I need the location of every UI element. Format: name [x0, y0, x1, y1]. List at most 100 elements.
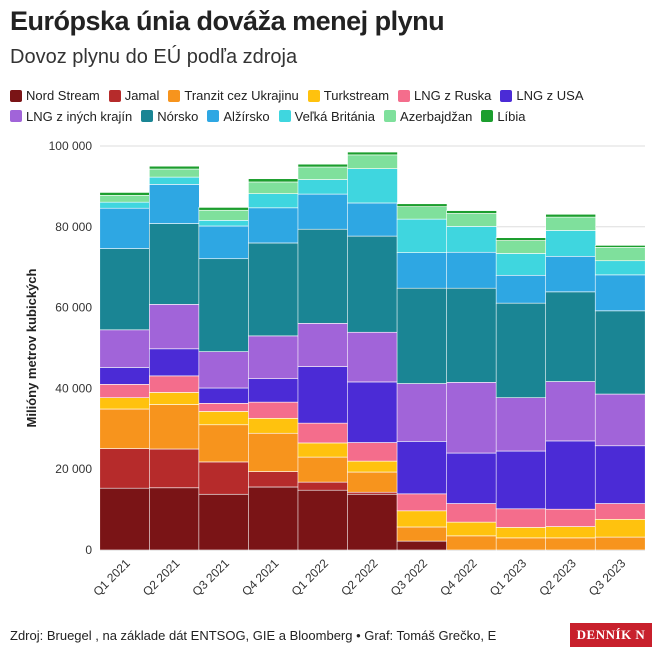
bar-segment [495, 302, 547, 398]
bar-segment [396, 383, 448, 442]
bar-segment [446, 503, 497, 523]
bar-segment [495, 527, 547, 539]
bar-segment [396, 526, 448, 542]
bar-segment [248, 178, 299, 183]
bar-segment [99, 408, 151, 449]
bar-segment [347, 381, 398, 443]
bar-segment [297, 489, 349, 551]
bar-segment [396, 203, 448, 207]
bar-segment [297, 456, 349, 483]
bar-segment [495, 537, 547, 551]
bar-segment [99, 384, 151, 398]
bar-segment [198, 411, 250, 426]
bar-segment [198, 258, 250, 352]
bar-segment [297, 422, 349, 444]
bar-segment [594, 393, 646, 447]
bar-segment [149, 348, 200, 377]
bar-segment [149, 448, 200, 489]
bar-segment [347, 460, 398, 473]
bar-segment [347, 331, 398, 383]
legend-item: Turkstream [307, 86, 390, 105]
bar-segment [297, 442, 349, 458]
bar-segment [297, 481, 349, 491]
bar-segment [99, 329, 151, 368]
bar-segment [396, 252, 448, 289]
x-tick-label: Q3 2023 [586, 556, 629, 599]
y-tick-label: 60 000 [55, 301, 92, 315]
bar-segment [297, 366, 349, 424]
bar-segment [248, 242, 299, 337]
legend-swatch [398, 89, 411, 102]
legend-label: Tranzit cez Ukrajinu [184, 88, 299, 103]
bar-segment [446, 251, 497, 289]
bar-segment [99, 367, 151, 385]
bar-segment [248, 181, 299, 194]
legend-swatch [500, 89, 513, 102]
x-tick-label: Q4 2022 [437, 556, 480, 599]
bar-segment [149, 404, 200, 450]
bar-segment [99, 487, 151, 551]
bar-segment [248, 401, 299, 419]
bar-segment [347, 168, 398, 204]
legend-label: Veľká Británia [294, 108, 376, 124]
legend-label: Turkstream [323, 88, 390, 103]
bar-segment [99, 207, 151, 249]
bar-segment [99, 192, 151, 196]
bar-segment [99, 397, 151, 410]
legend: Nord Stream Jamal Tranzit cez Ukrajinu Turk… [10, 86, 650, 127]
legend-label: LNG z iných krajín [26, 108, 133, 124]
legend-label: LNG z USA [516, 88, 584, 103]
bar-segment [347, 151, 398, 156]
bar-segment [149, 176, 200, 185]
legend-label: Alžírsko [223, 108, 270, 124]
bar-segment [594, 247, 646, 262]
legend-swatch [10, 110, 22, 122]
x-tick-label: Q3 2021 [190, 556, 233, 599]
bar-segment [545, 381, 596, 442]
bar-segment [248, 417, 299, 434]
chart-title: Európska únia dováža menej plynu [10, 6, 445, 36]
y-tick-label: 100 000 [49, 139, 93, 153]
bar-segment [198, 207, 250, 211]
publisher-logo: DENNÍK N [570, 623, 652, 647]
x-tick-label: Q4 2021 [239, 556, 282, 599]
bar-segment [248, 432, 299, 472]
legend-swatch [10, 89, 22, 102]
legend-label: Nord Stream [26, 88, 100, 103]
bar-segment [594, 245, 646, 248]
legend-item: Veľká Británia [278, 107, 376, 126]
bar-segment [297, 179, 349, 195]
bar-segment [99, 201, 151, 209]
legend-swatch [278, 110, 291, 122]
legend-label: Nórsko [157, 108, 199, 124]
x-tick-label: Q3 2022 [388, 556, 431, 599]
bar-segment [495, 240, 547, 254]
bar-segment [594, 274, 646, 312]
x-tick-label: Q1 2023 [487, 556, 530, 599]
bar-segment [446, 382, 497, 454]
bar-segment [545, 440, 596, 510]
legend-swatch [168, 89, 181, 102]
bar-segment [396, 218, 448, 253]
bar-segment [446, 535, 497, 551]
legend-item: Líbia [481, 107, 526, 126]
bar-segment [198, 387, 250, 404]
bar-segment [297, 193, 349, 230]
y-tick-label: 0 [85, 543, 92, 557]
bar-segment [594, 536, 646, 551]
x-tick-label: Q1 2022 [289, 556, 332, 599]
bar-segment [248, 207, 299, 244]
bar-segment [248, 378, 299, 403]
y-tick-label: 20 000 [55, 462, 92, 476]
bar-segment [396, 441, 448, 495]
bar-segment [149, 223, 200, 305]
y-tick-label: 80 000 [55, 220, 92, 234]
bar-segment [594, 310, 646, 395]
legend-label: Líbia [497, 108, 526, 124]
legend-swatch [384, 110, 397, 122]
bar-segment [347, 202, 398, 237]
bar-segment [198, 220, 250, 227]
bar-segment [594, 445, 646, 504]
bar-segment [149, 184, 200, 224]
bar-segment [149, 392, 200, 405]
